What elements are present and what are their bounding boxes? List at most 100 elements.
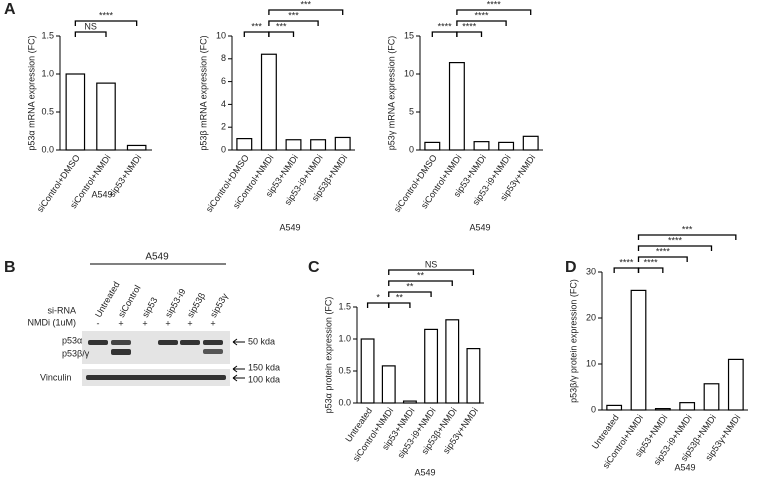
- bar: [381, 365, 396, 404]
- band: [88, 340, 108, 345]
- significance-label: **: [417, 270, 425, 280]
- x-axis-label: A549: [414, 467, 435, 477]
- significance-bracket: [388, 291, 432, 297]
- y-tick-label: 0: [221, 144, 226, 154]
- band-label: Vinculin: [40, 372, 71, 382]
- bar: [630, 289, 647, 411]
- lane-label: sip53β: [185, 291, 207, 319]
- significance-bracket: [637, 234, 737, 240]
- x-axis-label: A549: [674, 462, 695, 472]
- band: [86, 375, 226, 380]
- panel-label: D: [565, 259, 577, 276]
- y-tick-label: 20: [586, 312, 596, 322]
- y-tick-label: 4: [221, 99, 226, 109]
- y-tick-label: 10: [216, 30, 226, 40]
- significance-label: ****: [668, 235, 683, 245]
- nmdi-sign: +: [165, 318, 170, 328]
- significance-bracket: [637, 267, 664, 273]
- x-tick-label: siControl+DMSO: [204, 153, 251, 214]
- bar: [727, 358, 744, 411]
- bar: [334, 136, 351, 151]
- band: [111, 349, 131, 355]
- significance-bracket: [613, 267, 640, 273]
- significance-label: NS: [84, 21, 97, 31]
- bar: [236, 138, 253, 151]
- band: [180, 340, 200, 345]
- bar: [260, 53, 277, 151]
- y-tick-label: 0: [591, 404, 596, 414]
- band-label: p53α: [62, 335, 82, 345]
- x-axis-label: A549: [469, 222, 490, 232]
- significance-bracket: [243, 31, 270, 37]
- y-tick-label: 1.0: [41, 68, 54, 78]
- marker-label: 100 kda: [248, 374, 280, 384]
- bar: [424, 328, 439, 404]
- y-axis-label: p53α mRNA expression (FC): [26, 35, 36, 150]
- significance-bracket: [74, 31, 107, 37]
- band: [203, 349, 223, 354]
- significance-bracket: [366, 302, 390, 308]
- significance-label: NS: [425, 259, 438, 269]
- bar: [703, 383, 720, 411]
- significance-label: ***: [301, 0, 312, 9]
- significance-bracket: [268, 9, 344, 15]
- x-axis-label: A549: [91, 189, 112, 199]
- x-axis-label: A549: [279, 222, 300, 232]
- significance-label: **: [406, 281, 414, 291]
- significance-bracket: [637, 245, 713, 251]
- lane-label: sip53: [140, 296, 159, 320]
- bar: [466, 348, 481, 404]
- y-axis-label: p53β mRNA expression (FC): [198, 35, 208, 150]
- marker-label: 150 kda: [248, 362, 280, 372]
- x-tick-label: sip53+NMDi: [107, 153, 143, 199]
- lane-label: sip53γ: [208, 291, 230, 319]
- lane-label: sip53-i9: [163, 287, 187, 319]
- y-tick-label: 0: [409, 144, 414, 154]
- band: [203, 340, 223, 345]
- bar: [522, 135, 539, 151]
- significance-bracket: [431, 31, 458, 37]
- marker-label: 50 kda: [248, 336, 275, 346]
- y-tick-label: 15: [404, 30, 414, 40]
- y-tick-label: 8: [221, 53, 226, 63]
- blot-row-label: si-RNA: [48, 305, 77, 315]
- bar: [498, 141, 515, 151]
- panel-label: B: [4, 259, 16, 276]
- y-tick-label: 5: [409, 106, 414, 116]
- significance-label: ****: [462, 21, 477, 31]
- significance-label: ****: [656, 246, 671, 256]
- nmdi-sign: +: [187, 318, 192, 328]
- bar: [310, 139, 327, 151]
- significance-label: ***: [288, 10, 299, 20]
- y-tick-label: 1.0: [338, 333, 351, 343]
- nmdi-sign: +: [118, 318, 123, 328]
- y-tick-label: 6: [221, 76, 226, 86]
- significance-bracket: [388, 302, 411, 308]
- significance-label: ****: [644, 257, 659, 267]
- significance-label: ***: [682, 224, 693, 234]
- y-tick-label: 30: [586, 266, 596, 276]
- blot-cell-line: A549: [145, 252, 169, 263]
- band-label: p53β/γ: [62, 348, 90, 358]
- y-axis-label: p53α protein expression (FC): [323, 297, 333, 414]
- y-axis-label: p53γ mRNA expression (FC): [386, 36, 396, 151]
- lane-label: siControl: [116, 283, 142, 319]
- significance-label: ****: [438, 21, 453, 31]
- bar: [65, 73, 86, 151]
- significance-bracket: [456, 20, 507, 26]
- significance-label: ****: [474, 10, 489, 20]
- significance-bracket: [456, 31, 483, 37]
- marker-arrow: [232, 338, 245, 382]
- y-tick-label: 10: [404, 68, 414, 78]
- significance-bracket: [268, 31, 295, 37]
- y-tick-label: 0.0: [338, 397, 351, 407]
- bar: [679, 402, 696, 411]
- bar: [654, 408, 671, 411]
- x-tick-label: siControl+DMSO: [392, 153, 439, 214]
- blot-row-label: NMDi (1uM): [28, 317, 77, 327]
- significance-label: ***: [276, 21, 287, 31]
- bar: [285, 139, 302, 151]
- y-axis-label: p53β/γ protein expression (FC): [568, 279, 578, 403]
- bar: [448, 61, 465, 151]
